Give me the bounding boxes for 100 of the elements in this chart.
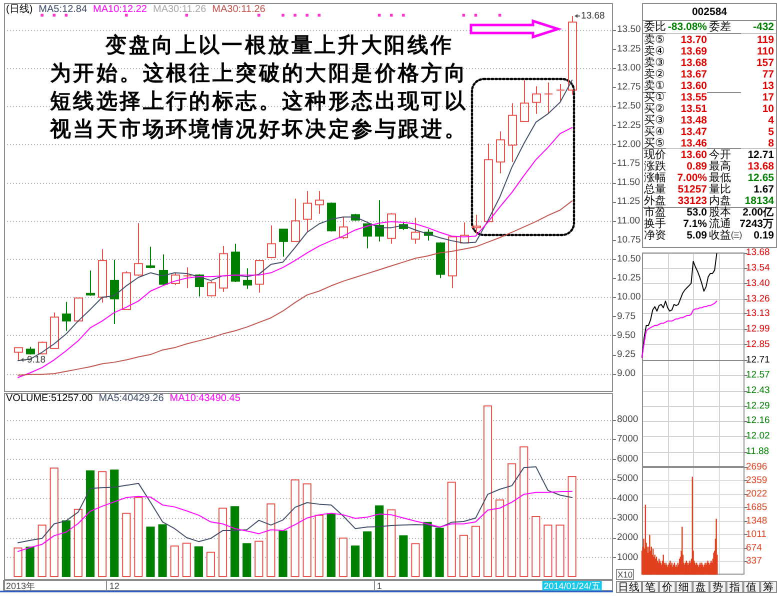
x-tick-label: 2014/01/24/五	[544, 581, 600, 591]
text: 最高	[709, 160, 731, 172]
data-label: 13.51	[680, 102, 708, 115]
y-tick-label: 13.25	[617, 43, 641, 54]
annotation: 变盘向上以一根放量上升大阳线作为开始。这根往上突破的大阳是价格方向短线选择上行的标志。这种形态出现可以视当天市场环境情况好坏决定参与跟进。	[49, 32, 468, 141]
y-tick-label: 674	[746, 542, 762, 554]
data-label: 13.69	[680, 45, 708, 58]
y-tick-label: 1011	[746, 528, 766, 540]
y-tick-label: 12.02	[746, 430, 770, 442]
y-tick-label: 13.00	[617, 62, 641, 74]
y-tick-label: 2000	[617, 532, 638, 544]
text: 细	[678, 582, 690, 594]
annotation: 今开	[709, 149, 731, 161]
y-tick-label: 2696	[746, 462, 768, 472]
text: 7.00%	[677, 172, 708, 184]
text: 最低	[709, 172, 731, 184]
y-tick-label: 11.00	[617, 215, 640, 226]
text: MA10:43490.45	[170, 393, 241, 404]
text: -432	[752, 21, 774, 33]
text: 换手	[644, 217, 666, 230]
data-label: 8	[768, 137, 774, 150]
text: 筹	[763, 582, 774, 594]
annotation: 现价	[644, 149, 666, 161]
text: 7243万	[740, 218, 774, 230]
text: 33123	[678, 195, 708, 207]
text: 收益㈢	[709, 230, 742, 242]
y-tick-label: 12.00	[617, 138, 641, 150]
data-label: 110	[757, 45, 774, 58]
y-tick-label: 12.16	[746, 415, 770, 426]
data-label: 13.70	[680, 34, 708, 46]
annotation: 13.60	[680, 149, 708, 161]
text: 委差	[709, 20, 731, 33]
text: 股本	[709, 206, 731, 218]
y-tick-label: 卖②	[644, 67, 665, 80]
y-tick-label: 卖③	[644, 56, 665, 69]
text: MA10:12.22	[93, 4, 148, 15]
y-tick-label: 13.13	[746, 308, 770, 319]
y-tick-label: 7000	[617, 434, 638, 445]
y-tick-label: 9.50	[617, 330, 636, 341]
y-tick-label: 3000	[617, 512, 638, 524]
text: 涨幅	[644, 172, 666, 184]
y-tick-label: 9.00	[617, 368, 636, 380]
data-label: 157	[756, 56, 774, 69]
y-tick-label: 10.50	[617, 254, 641, 265]
text: 值	[746, 582, 758, 594]
data-label: 13.48	[680, 114, 708, 126]
y-tick-label: 8000	[617, 414, 638, 426]
y-tick-label: 买②	[644, 102, 665, 115]
y-tick-label: 10.75	[617, 234, 641, 246]
y-tick-label: 13.68	[746, 247, 770, 258]
chart-title: VOLUME:51257.00	[6, 393, 94, 404]
data-label: 13.46	[680, 137, 708, 150]
data-label: 17	[762, 91, 774, 104]
data-label: 13.55	[680, 91, 708, 104]
y-tick-label: 12.25	[617, 120, 641, 131]
x-tick-label: 1	[376, 581, 382, 591]
text: 1.67	[754, 184, 774, 196]
y-tick-label: 1348	[746, 515, 768, 526]
text: 势	[712, 580, 724, 594]
y-tick-label: 买①	[644, 91, 665, 104]
data-label: 5	[768, 126, 774, 138]
y-tick-label: 买⑤	[644, 137, 665, 150]
text: 流通	[709, 217, 731, 230]
y-tick-label: 12.75	[617, 82, 641, 93]
text: -83.08%	[668, 21, 708, 33]
text: 0.89	[686, 160, 708, 172]
text: 价	[660, 582, 673, 594]
text: 2.00亿	[742, 206, 775, 218]
y-tick-label: 13.26	[746, 293, 770, 304]
text: 内盘	[709, 194, 731, 207]
y-tick-label: 卖④	[644, 44, 665, 58]
data-label: 13.60	[680, 80, 708, 92]
text: 外盘	[644, 195, 666, 207]
y-tick-label: 买④	[644, 126, 665, 138]
y-tick-label: 11.75	[617, 158, 640, 169]
y-tick-label: 12.43	[746, 385, 770, 396]
y-tick-label: 5000	[617, 473, 638, 484]
y-tick-label: 12.29	[746, 400, 770, 412]
y-tick-label: 11.50	[617, 177, 640, 188]
y-tick-label: 买③	[644, 114, 665, 126]
text: 指	[728, 582, 740, 594]
y-tick-label: 1685	[746, 502, 768, 513]
text: 7.1%	[683, 218, 708, 230]
text: 净资	[644, 230, 666, 242]
data-label: 77	[762, 68, 774, 80]
y-tick-label: 13.40	[746, 278, 770, 289]
text: MA5:12.84	[38, 4, 88, 15]
y-tick-label: 337	[746, 556, 762, 567]
y-tick-label: 1000	[617, 552, 638, 563]
text: MA30:11.26	[212, 4, 266, 15]
data-label: 119	[757, 34, 774, 46]
text: 总量	[643, 182, 666, 196]
x-tick-label: 12	[109, 581, 120, 591]
text: 0.19	[754, 230, 774, 242]
y-tick-label: 12.71	[746, 354, 770, 366]
y-tick-label: 12.85	[746, 338, 770, 350]
legend-label: MA30:11.26	[152, 4, 207, 15]
y-tick-label: 13.54	[746, 262, 770, 274]
text: 盘	[696, 582, 707, 594]
text: 002584	[692, 6, 728, 18]
